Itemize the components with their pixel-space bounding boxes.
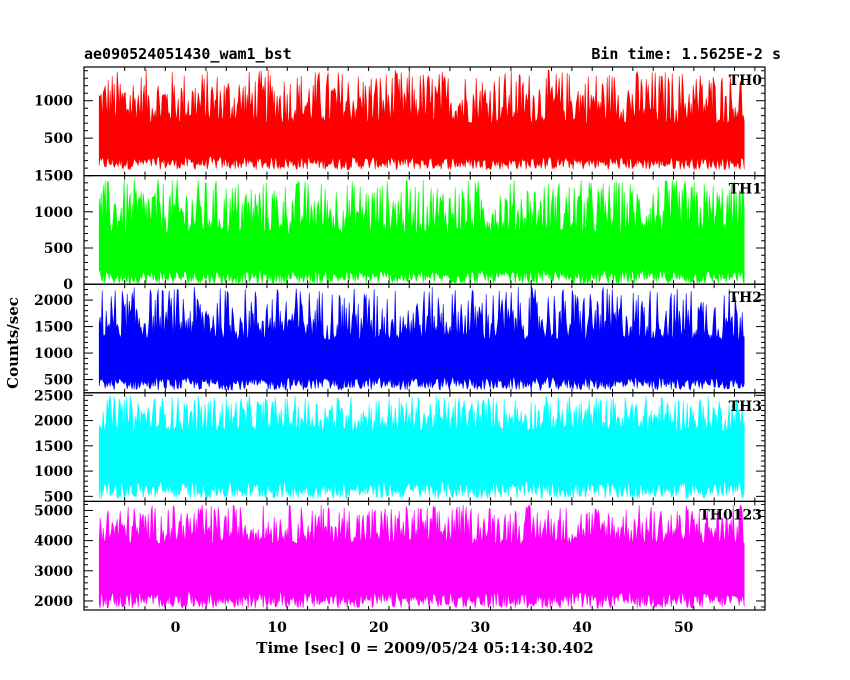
- y-tick-label: 1000: [34, 464, 73, 480]
- x-tick-label: 0: [171, 620, 181, 636]
- series-th2: [98, 286, 745, 392]
- panel-th1: 0 500 1000 1500 TH1: [34, 169, 766, 293]
- panel-th0123: 2000 3000 4000 5000 TH0123: [34, 500, 766, 611]
- panel-th2: 500 1000 1500 2000 TH2: [34, 283, 766, 394]
- y-tick-label: 500: [44, 489, 73, 505]
- y-tick-label: 2000: [34, 414, 73, 430]
- y-tick-label: 500: [44, 373, 73, 389]
- panels-group: 500 1000 0 TH0 0 500 1000 1500 TH1 500 1000 1500 200…: [34, 66, 766, 611]
- x-tick-label: 40: [572, 620, 592, 636]
- panel-frame: [83, 500, 766, 611]
- chart-title-left: ae090524051430_wam1_bst: [84, 45, 292, 63]
- panel-th3: 500 1000 1500 2000 2500 TH3: [34, 388, 766, 505]
- y-tick-label: 1000: [34, 94, 73, 110]
- panel-label-th0123: TH0123: [699, 507, 762, 523]
- y-tick-label: 2000: [34, 594, 73, 610]
- x-tick-label: 10: [267, 620, 287, 636]
- y-tick-label: 1500: [34, 169, 73, 185]
- y-tick-label: 500: [44, 241, 73, 257]
- chart-title-right: Bin time: 1.5625E-2 s: [591, 45, 781, 63]
- y-tick-label: 2500: [34, 388, 73, 404]
- y-tick-label: 1500: [34, 439, 73, 455]
- panel-label-th2: TH2: [729, 290, 762, 306]
- y-tick-label: 2000: [34, 293, 73, 309]
- y-axis-label: Counts/sec: [4, 297, 22, 389]
- x-tick-label: 50: [674, 620, 694, 636]
- panel-label-th1: TH1: [729, 182, 762, 198]
- panel-label-th0: TH0: [729, 73, 763, 89]
- y-tick-label: 0: [63, 277, 73, 293]
- y-tick-label: 1500: [34, 320, 73, 336]
- x-tick-label: 30: [471, 620, 491, 636]
- series-th3: [98, 395, 745, 500]
- series-th0123: [98, 504, 745, 610]
- y-tick-label: 4000: [34, 534, 73, 550]
- panel-label-th3: TH3: [729, 399, 762, 415]
- y-tick-label: 1000: [34, 346, 73, 362]
- series-th0: [98, 69, 745, 171]
- panel-th0: 500 1000 0 TH0: [34, 66, 766, 185]
- x-axis-label: Time [sec] 0 = 2009/05/24 05:14:30.402: [256, 639, 593, 657]
- series-th1: [98, 179, 745, 285]
- y-tick-label: 500: [44, 131, 73, 147]
- y-tick-label: 3000: [34, 564, 73, 580]
- y-tick-label: 0: [63, 169, 73, 185]
- x-tick-label: 20: [369, 620, 389, 636]
- y-tick-label: 5000: [34, 503, 73, 519]
- y-tick-label: 1000: [34, 205, 73, 221]
- x-axis: 0 10 20 30 40 50: [171, 620, 694, 636]
